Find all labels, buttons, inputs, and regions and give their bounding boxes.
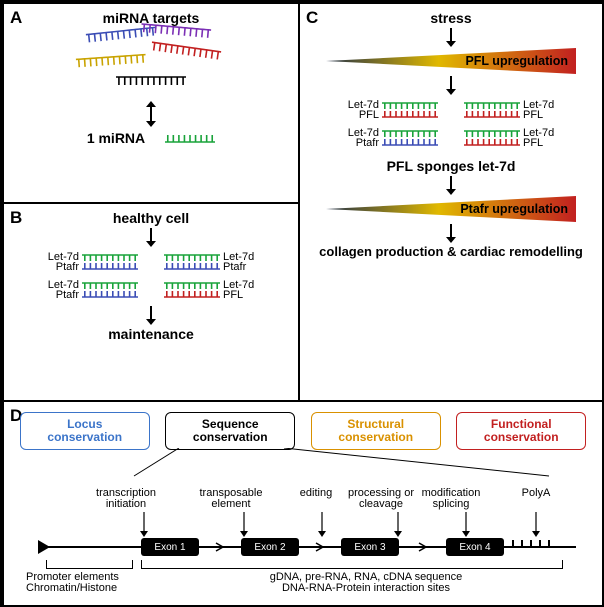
gene-annotation: PolyA bbox=[496, 488, 576, 499]
arrow-down-icon bbox=[531, 512, 541, 538]
arrow-updown-icon bbox=[143, 100, 159, 128]
svg-text:Ptafr upregulation: Ptafr upregulation bbox=[460, 202, 568, 216]
gradient-wedge: PFL upregulation bbox=[326, 48, 576, 74]
conservation-row: Locusconservation Sequenceconservation Str… bbox=[4, 402, 602, 454]
conservation-pill: Functionalconservation bbox=[456, 412, 586, 450]
gradient-wedge: Ptafr upregulation bbox=[326, 196, 576, 222]
duplex-label: Let-7dPFL bbox=[348, 100, 379, 120]
chevron-right-icon bbox=[418, 542, 428, 552]
comb bbox=[76, 54, 147, 69]
figure-root: A miRNA targets 1 miRNA B healthy cell L… bbox=[0, 0, 604, 607]
arrow-down-icon bbox=[143, 304, 159, 326]
comb bbox=[116, 76, 186, 86]
arrow-down-icon bbox=[443, 174, 459, 196]
comb bbox=[82, 290, 138, 298]
single-mirna-label: 1 miRNA bbox=[87, 130, 145, 146]
panel-footer: maintenance bbox=[108, 326, 194, 342]
panel-title: healthy cell bbox=[113, 210, 189, 226]
panel-B: B healthy cell Let-7dPtafr Let-7dPtafr L… bbox=[2, 202, 300, 402]
comb bbox=[382, 110, 438, 118]
bracket bbox=[141, 560, 563, 569]
duplex-label: Let-7dPtafr bbox=[223, 252, 254, 272]
comb bbox=[382, 130, 438, 138]
duplex bbox=[382, 130, 438, 146]
panel-label: C bbox=[306, 8, 318, 28]
gene-annotation: transcriptioninitiation bbox=[86, 488, 166, 510]
exon: Exon 4 bbox=[446, 538, 504, 556]
comb bbox=[464, 138, 520, 146]
chevron-right-icon bbox=[215, 542, 225, 552]
duplex bbox=[164, 254, 220, 270]
arrow-down-icon bbox=[443, 222, 459, 244]
comb bbox=[464, 110, 520, 118]
panel-title: stress bbox=[430, 10, 471, 26]
arrow-down-icon bbox=[443, 74, 459, 96]
gene-annotation: processing orcleavage bbox=[341, 488, 421, 510]
duplex bbox=[82, 254, 138, 270]
comb bbox=[164, 282, 220, 290]
sequence-text: gDNA, pre-RNA, RNA, cDNA sequenceDNA-RNA… bbox=[216, 572, 516, 594]
panel-footer: collagen production & cardiac remodellin… bbox=[319, 244, 583, 259]
arrow-down-icon bbox=[139, 512, 149, 538]
bracket bbox=[46, 560, 133, 569]
chevron-right-icon bbox=[315, 542, 325, 552]
duplex-row: Let-7dPtafr Let-7dPtafr bbox=[48, 252, 254, 272]
duplex-row: Let-7dPtafr Let-7dPFL bbox=[48, 280, 254, 300]
promoter-text: Promoter elementsChromatin/Histone bbox=[26, 572, 166, 594]
duplex-label: Let-7dPFL bbox=[523, 128, 554, 148]
mirna-targets-group bbox=[46, 26, 256, 100]
gene-annotation: modificationsplicing bbox=[411, 488, 491, 510]
comb bbox=[464, 102, 520, 110]
comb bbox=[82, 282, 138, 290]
comb bbox=[165, 134, 215, 143]
comb bbox=[382, 102, 438, 110]
comb bbox=[464, 130, 520, 138]
arrow-down-icon bbox=[239, 512, 249, 538]
duplex-label: Let-7dPtafr bbox=[48, 280, 79, 300]
panel-label: B bbox=[10, 208, 22, 228]
conservation-pill: Structuralconservation bbox=[311, 412, 441, 450]
conservation-pill: Sequenceconservation bbox=[165, 412, 295, 450]
exon: Exon 1 bbox=[141, 538, 199, 556]
panel-A: A miRNA targets 1 miRNA bbox=[2, 2, 300, 204]
comb bbox=[382, 138, 438, 146]
exon: Exon 2 bbox=[241, 538, 299, 556]
gene-model: Exon 1 Exon 2 Exon 3 Exon 4 transcriptionini… bbox=[26, 460, 580, 600]
comb bbox=[151, 41, 222, 61]
arrow-down-icon bbox=[143, 226, 159, 248]
duplex-row: Let-7dPtafr Let-7dPFL bbox=[348, 128, 554, 148]
arrow-down-icon bbox=[393, 512, 403, 538]
comb bbox=[82, 254, 138, 262]
sponge-text: PFL sponges let-7d bbox=[387, 158, 516, 174]
arrow-down-icon bbox=[461, 512, 471, 538]
duplex bbox=[382, 102, 438, 118]
svg-text:PFL upregulation: PFL upregulation bbox=[465, 54, 568, 68]
duplex-label: Let-7dPtafr bbox=[48, 252, 79, 272]
arrow-down-icon bbox=[317, 512, 327, 538]
comb bbox=[164, 254, 220, 262]
panel-D: D LocusconservationSequenceconservationS… bbox=[2, 400, 604, 607]
exon: Exon 3 bbox=[341, 538, 399, 556]
duplex bbox=[464, 102, 520, 118]
duplex bbox=[82, 282, 138, 298]
duplex-label: Let-7dPFL bbox=[223, 280, 254, 300]
comb bbox=[164, 262, 220, 270]
conservation-pill: Locusconservation bbox=[20, 412, 150, 450]
duplex bbox=[464, 130, 520, 146]
arrow-down-icon bbox=[443, 26, 459, 48]
gene-annotation: transposableelement bbox=[191, 488, 271, 510]
duplex-label: Let-7dPtafr bbox=[348, 128, 379, 148]
comb bbox=[82, 262, 138, 270]
duplex-row: Let-7dPFL Let-7dPFL bbox=[348, 100, 554, 120]
comb bbox=[164, 290, 220, 298]
duplex-label: Let-7dPFL bbox=[523, 100, 554, 120]
panel-label: A bbox=[10, 8, 22, 28]
panel-C: C stress PFL upregulation Let-7dPFL Let-… bbox=[298, 2, 604, 402]
duplex bbox=[164, 282, 220, 298]
